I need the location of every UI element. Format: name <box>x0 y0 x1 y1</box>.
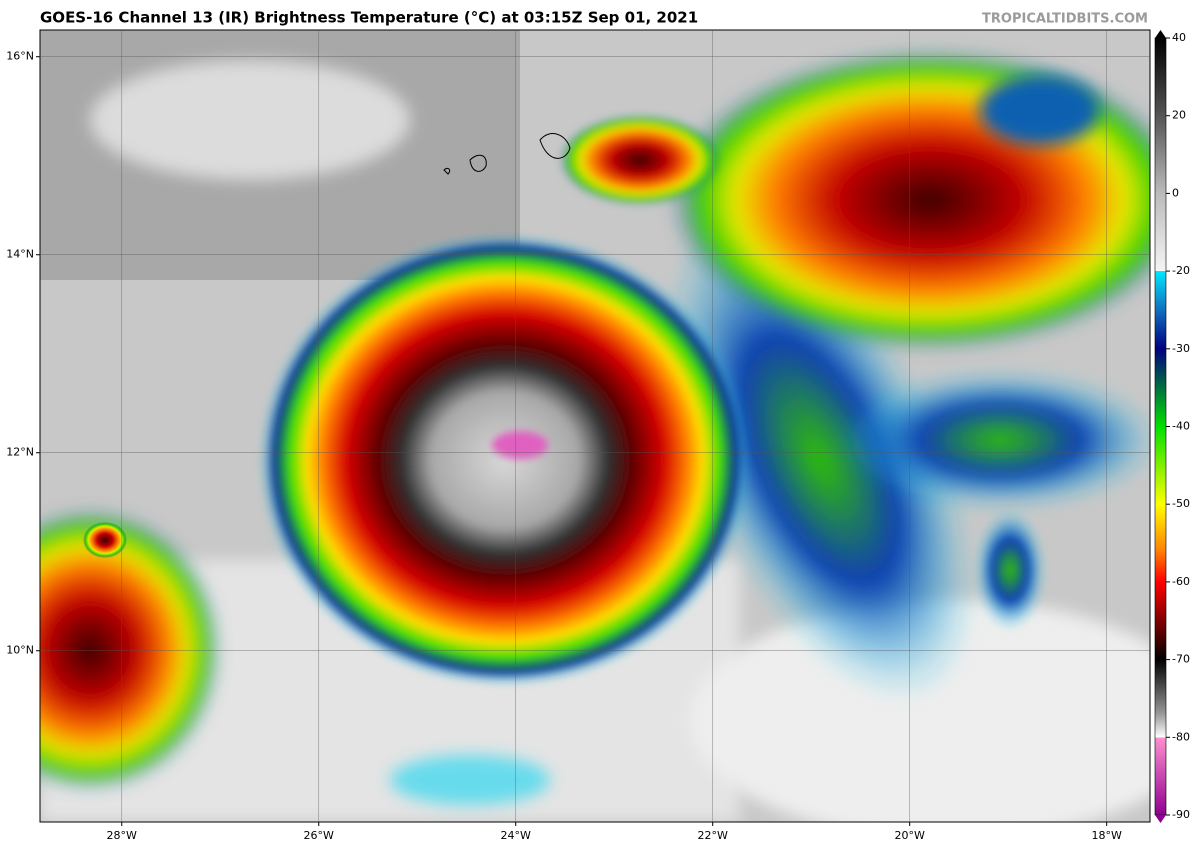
colorbar-label: 40 <box>1172 31 1186 44</box>
colorbar-label: 20 <box>1172 109 1186 122</box>
x-tick-label: 26°W <box>304 829 334 842</box>
colorbar <box>1154 37 1167 816</box>
y-tick-label: 16°N <box>6 50 34 63</box>
x-tick-label: 24°W <box>501 829 531 842</box>
satellite-image <box>40 30 1150 822</box>
colorbar-arrow <box>1155 815 1166 823</box>
colorbar-label: 0 <box>1172 186 1179 199</box>
x-tick-label: 20°W <box>894 829 924 842</box>
title: GOES-16 Channel 13 (IR) Brightness Tempe… <box>40 9 698 27</box>
x-tick-label: 22°W <box>698 829 728 842</box>
y-tick-label: 12°N <box>6 446 34 459</box>
colorbar-label: -90 <box>1172 808 1190 821</box>
colorbar-label: -30 <box>1172 342 1190 355</box>
colorbar-label: -20 <box>1172 264 1190 277</box>
colorbar-arrow <box>1155 30 1166 38</box>
x-tick-label: 18°W <box>1091 829 1121 842</box>
colorbar-label: -50 <box>1172 497 1190 510</box>
colorbar-label: -80 <box>1172 730 1190 743</box>
y-tick-label: 14°N <box>6 248 34 261</box>
credit: TROPICALTIDBITS.COM <box>982 12 1148 27</box>
map-frame <box>39 29 1151 823</box>
colorbar-label: -60 <box>1172 575 1190 588</box>
colorbar-label: -70 <box>1172 653 1190 666</box>
colorbar-label: -40 <box>1172 420 1190 433</box>
y-tick-label: 10°N <box>6 644 34 657</box>
x-tick-label: 28°W <box>107 829 137 842</box>
